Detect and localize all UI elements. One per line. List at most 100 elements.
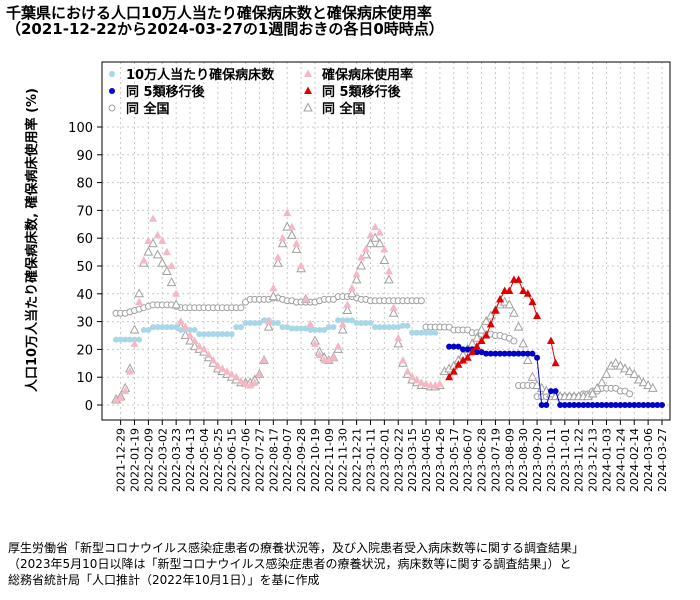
data-point bbox=[643, 379, 653, 390]
data-point bbox=[384, 274, 394, 284]
data-point bbox=[482, 331, 491, 339]
data-point bbox=[361, 249, 371, 259]
data-point bbox=[256, 319, 263, 326]
data-point bbox=[283, 208, 292, 217]
data-point bbox=[491, 305, 500, 314]
data-point bbox=[649, 402, 656, 408]
data-point bbox=[501, 350, 508, 357]
data-point bbox=[260, 356, 269, 364]
x-tick-label: 2023-03-15 bbox=[406, 428, 419, 492]
data-point bbox=[455, 343, 462, 350]
x-tick-label: 2023-12-13 bbox=[587, 428, 600, 492]
data-point bbox=[524, 350, 531, 357]
data-point bbox=[492, 350, 499, 357]
data-point bbox=[476, 324, 487, 334]
data-point bbox=[519, 286, 528, 295]
data-point bbox=[181, 322, 190, 331]
data-point bbox=[158, 236, 167, 244]
data-point bbox=[157, 257, 168, 267]
data-point bbox=[423, 329, 430, 336]
data-point bbox=[286, 229, 297, 239]
legend-label: 同 5類移行後 bbox=[322, 84, 402, 100]
plot-frame bbox=[101, 61, 671, 421]
data-point bbox=[224, 331, 231, 338]
data-point bbox=[376, 324, 383, 331]
x-tick-label: 2023-02-01 bbox=[378, 428, 391, 492]
data-point bbox=[342, 304, 353, 314]
data-point bbox=[163, 324, 170, 331]
data-point bbox=[162, 247, 171, 256]
data-point bbox=[219, 331, 226, 338]
legend-item: 同 5類移行後 bbox=[304, 84, 402, 100]
data-point bbox=[255, 369, 264, 378]
data-point bbox=[218, 364, 227, 372]
x-tick-label: 2023-05-17 bbox=[448, 428, 461, 492]
data-point bbox=[213, 361, 222, 370]
x-tick-label: 2023-08-09 bbox=[503, 428, 516, 492]
data-point bbox=[422, 379, 431, 388]
data-point bbox=[509, 307, 519, 317]
y-axis-label-group: 人口10万人当たり確保病床数, 確保病床使用率 (%) bbox=[24, 88, 40, 392]
data-point bbox=[261, 317, 268, 324]
legend-label: 同 5類移行後 bbox=[126, 84, 206, 100]
data-point bbox=[389, 303, 398, 311]
y-tick-label: 90 bbox=[76, 149, 93, 164]
data-point bbox=[337, 324, 348, 334]
data-point bbox=[472, 332, 482, 342]
data-point bbox=[522, 354, 533, 365]
x-tick-label: 2022-09-07 bbox=[281, 428, 294, 492]
data-point bbox=[381, 324, 388, 331]
data-point bbox=[150, 324, 157, 331]
data-point bbox=[620, 363, 630, 373]
data-point bbox=[552, 388, 559, 395]
data-point bbox=[534, 354, 541, 361]
x-tick-label: 2023-02-22 bbox=[392, 428, 405, 492]
data-point bbox=[612, 402, 619, 408]
x-tick-label: 2021-12-29 bbox=[115, 428, 128, 492]
data-point bbox=[587, 388, 598, 398]
data-point bbox=[518, 338, 529, 348]
y-tick-label: 30 bbox=[76, 316, 93, 331]
data-point bbox=[374, 238, 385, 248]
axes: 0 10 20 30 40 50 60 70 80 90 100 2021-12-29 2022-02-… bbox=[68, 121, 669, 492]
x-tick-label: 2022-05-04 bbox=[198, 428, 211, 492]
x-tick-label: 2023-06-07 bbox=[462, 428, 475, 492]
data-point bbox=[330, 324, 337, 331]
x-tick-label: 2022-02-09 bbox=[142, 428, 155, 492]
data-point bbox=[547, 388, 554, 395]
data-point bbox=[292, 239, 301, 247]
data-point bbox=[278, 233, 287, 242]
data-point bbox=[112, 396, 120, 404]
data-point bbox=[236, 376, 245, 385]
data-point bbox=[626, 390, 634, 398]
source-line-3: 総務省統計局「人口推計（2022年10月1日）」を基に作成 bbox=[8, 573, 320, 587]
data-point bbox=[338, 319, 347, 328]
data-point bbox=[139, 255, 148, 264]
data-point bbox=[343, 300, 352, 308]
data-point bbox=[125, 367, 134, 375]
data-point bbox=[335, 317, 342, 324]
x-tick-label: 2022-04-13 bbox=[184, 428, 197, 492]
data-point bbox=[162, 265, 172, 276]
data-point bbox=[204, 350, 213, 358]
x-tick-label: 2022-07-27 bbox=[253, 428, 266, 492]
data-point bbox=[403, 367, 412, 375]
data-point bbox=[242, 319, 249, 326]
legend-label: 10万人当たり確保病床数 bbox=[126, 67, 275, 83]
data-point bbox=[506, 350, 513, 357]
data-point bbox=[352, 269, 361, 278]
data-point bbox=[551, 358, 560, 367]
data-point bbox=[615, 360, 626, 370]
data-point bbox=[629, 368, 640, 378]
legend-item: 10万人当たり確保病床数 bbox=[109, 67, 275, 83]
data-point bbox=[659, 402, 665, 408]
series-1 bbox=[112, 208, 444, 404]
data-point bbox=[298, 325, 305, 332]
data-point bbox=[580, 402, 587, 408]
data-point bbox=[513, 321, 524, 331]
data-point bbox=[395, 324, 402, 331]
legend-item: 同 全国 bbox=[108, 101, 170, 117]
data-point bbox=[334, 342, 343, 350]
data-point bbox=[315, 350, 324, 358]
data-point bbox=[496, 294, 505, 303]
